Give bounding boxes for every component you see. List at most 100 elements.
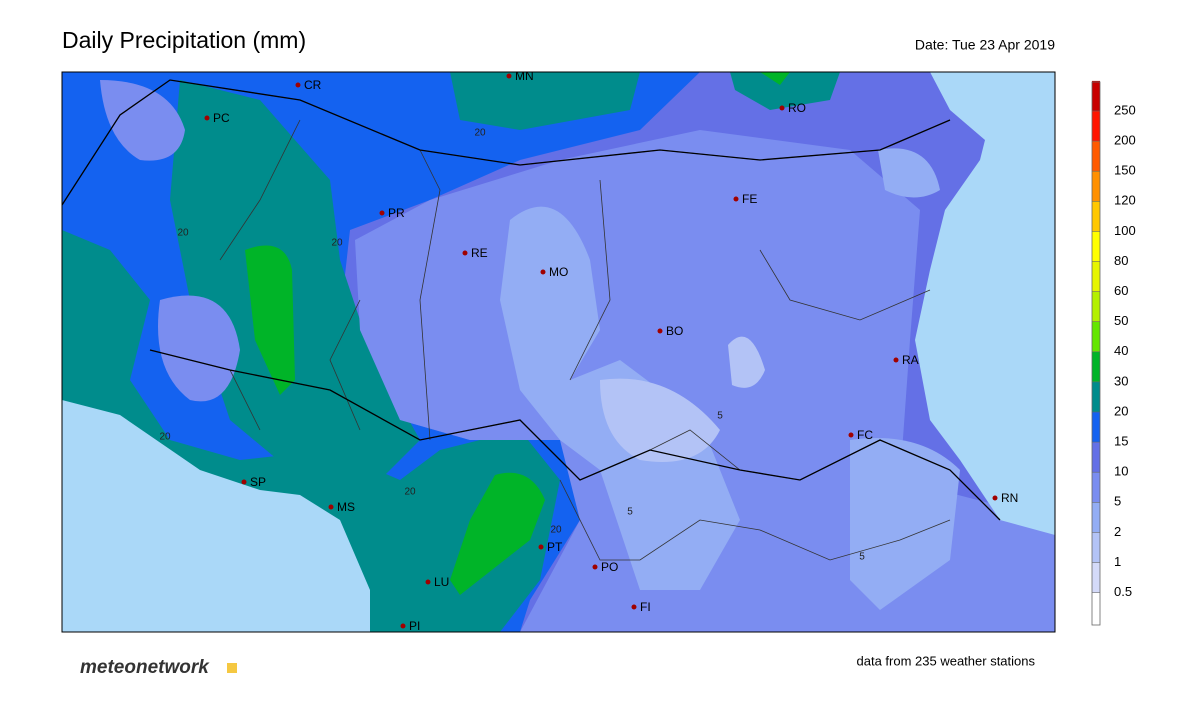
city-label: LU [434, 575, 449, 589]
colorbar-label: 200 [1114, 133, 1136, 148]
colorbar-label: 15 [1114, 434, 1128, 449]
zone-10 [158, 295, 240, 402]
city-dot [540, 269, 546, 275]
sea [62, 400, 370, 632]
source-note: data from 235 weather stations [857, 653, 1036, 668]
city-dot [657, 328, 663, 334]
city-dot [295, 82, 301, 88]
city-dot [893, 357, 899, 363]
city-dot [506, 73, 512, 79]
map [62, 72, 1055, 632]
colorbar-swatch [1092, 351, 1100, 382]
colorbar-label: 20 [1114, 403, 1128, 418]
region-border [62, 79, 1001, 521]
colorbar-frame [1091, 81, 1101, 626]
colorbar-swatch [1092, 532, 1100, 563]
city-label: PI [409, 619, 420, 633]
city-dot [400, 623, 406, 629]
city-label: PT [547, 540, 563, 554]
contour-label: 20 [474, 128, 486, 139]
zone-20 [730, 72, 840, 110]
zone-30 [450, 472, 545, 595]
city-dot [204, 115, 210, 121]
city-label: PR [388, 206, 405, 220]
city-label: FE [742, 192, 757, 206]
colorbar-label: 2 [1114, 524, 1121, 539]
city-label: SP [250, 475, 266, 489]
zone-2 [600, 378, 720, 462]
city-label: MN [515, 69, 534, 83]
city-label: MS [337, 500, 355, 514]
city-label: RA [902, 353, 919, 367]
zone-2 [728, 336, 765, 388]
city-dot [328, 504, 334, 510]
colorbar-label: 250 [1114, 102, 1136, 117]
zone-30 [245, 245, 295, 395]
colorbar-swatch [1092, 291, 1100, 322]
colorbar-swatch [1092, 231, 1100, 262]
colorbar-label: 100 [1114, 223, 1136, 238]
city-label: PO [601, 560, 618, 574]
city-label: FI [640, 600, 651, 614]
city-dot [241, 479, 247, 485]
title: Daily Precipitation (mm) [62, 27, 306, 53]
zone-5 [878, 148, 940, 198]
map-frame [61, 71, 1056, 633]
city-label: BO [666, 324, 683, 338]
zone-20 [450, 72, 640, 130]
city-dot [733, 196, 739, 202]
colorbar-swatch [1092, 472, 1100, 503]
colorbar-label: 0.5 [1114, 584, 1132, 599]
colorbar-swatch [1092, 261, 1100, 292]
colorbar-swatch [1092, 592, 1100, 625]
colorbar-swatch [1092, 321, 1100, 352]
colorbar-label: 10 [1114, 464, 1128, 479]
colorbar-swatch [1092, 111, 1100, 142]
colorbar-label: 30 [1114, 373, 1128, 388]
colorbar-swatch [1092, 80, 1100, 111]
city-dot [462, 250, 468, 256]
contour-label: 5 [717, 411, 723, 422]
colorbar-label: 50 [1114, 313, 1128, 328]
city-label: RE [471, 246, 488, 260]
city-label: RN [1001, 491, 1018, 505]
city-dot [779, 105, 785, 111]
city-dot [631, 604, 637, 610]
colorbar-label: 60 [1114, 283, 1128, 298]
colorbar-label: 5 [1114, 494, 1121, 509]
contour-label: 20 [177, 228, 189, 239]
brand: meteonetwork [80, 657, 210, 678]
city-label: PC [213, 111, 230, 125]
colorbar-swatch [1092, 562, 1100, 593]
contour-label: 20 [331, 238, 343, 249]
contour-label: 20 [159, 432, 171, 443]
colorbar-label: 120 [1114, 193, 1136, 208]
contour-label: 20 [550, 525, 562, 536]
colorbar-label: 150 [1114, 163, 1136, 178]
contour-label: 5 [627, 507, 633, 518]
city-label: FC [857, 428, 873, 442]
zone-20 [170, 80, 420, 480]
contour-label: 20 [404, 487, 416, 498]
city-dot [538, 544, 544, 550]
sea [915, 72, 1055, 535]
colorbar-label: 80 [1114, 253, 1128, 268]
zone-5 [850, 438, 960, 610]
city-label: MO [549, 265, 568, 279]
colorbar-label: 40 [1114, 343, 1128, 358]
city-label: RO [788, 101, 806, 115]
city-dot [992, 495, 998, 501]
zone-30 [760, 72, 790, 85]
contour-label: 5 [859, 552, 865, 563]
colorbar-swatch [1092, 141, 1100, 172]
colorbar-label: 1 [1114, 554, 1121, 569]
colorbar-swatch [1092, 381, 1100, 412]
colorbar-swatch [1092, 502, 1100, 533]
city-dot [848, 432, 854, 438]
city-dot [379, 210, 385, 216]
city-label: CR [304, 78, 322, 92]
colorbar-swatch [1092, 442, 1100, 473]
colorbar-swatch [1092, 412, 1100, 443]
date: Date: Tue 23 Apr 2019 [915, 37, 1055, 53]
